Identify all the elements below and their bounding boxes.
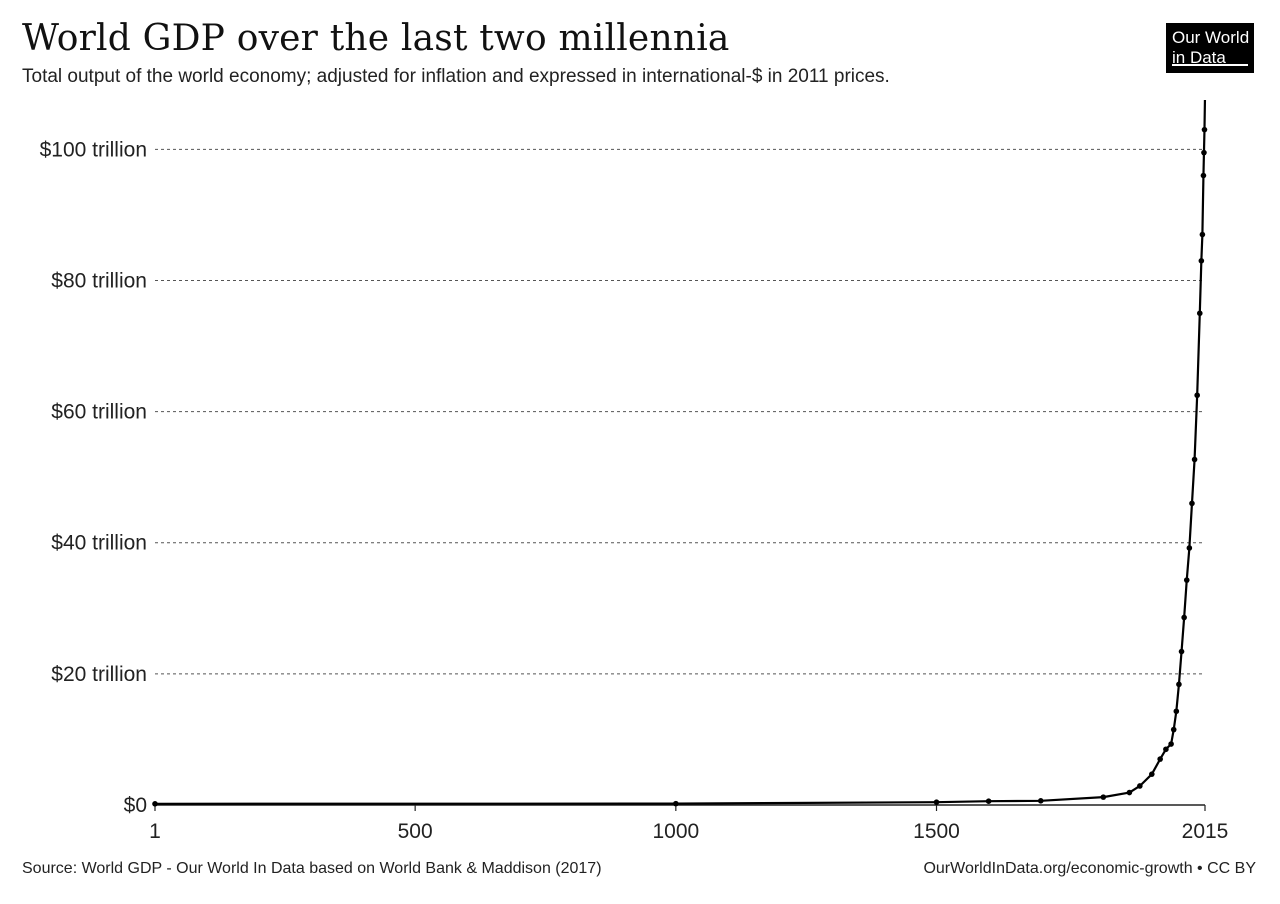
x-tick-label: 500 xyxy=(398,820,433,843)
data-point[interactable] xyxy=(1196,310,1203,317)
data-point[interactable] xyxy=(1137,783,1143,789)
world-gdp-line xyxy=(154,100,1207,805)
data-point[interactable] xyxy=(1100,794,1107,800)
owid-logo[interactable]: Our World in Data xyxy=(1166,23,1254,73)
data-point[interactable] xyxy=(933,799,940,805)
data-point[interactable] xyxy=(1194,392,1200,399)
chart-subtitle: Total output of the world economy; adjus… xyxy=(22,66,890,87)
source-note: Source: World GDP - Our World In Data ba… xyxy=(22,860,602,877)
data-point[interactable] xyxy=(1201,149,1207,156)
data-point[interactable] xyxy=(1198,258,1205,264)
logo-line-1: Our World xyxy=(1172,28,1250,47)
credit-link[interactable]: OurWorldInData.org/economic-growth • CC … xyxy=(923,860,1256,877)
x-tick-label: 1000 xyxy=(652,820,699,843)
data-points xyxy=(152,126,1208,807)
data-point[interactable] xyxy=(1201,126,1208,133)
y-tick-label: $20 trillion xyxy=(51,663,147,686)
data-point[interactable] xyxy=(1186,545,1193,551)
x-axis-ticks: 1 500 1000 1500 2015 xyxy=(149,805,1228,843)
data-point[interactable] xyxy=(1181,614,1187,621)
data-point[interactable] xyxy=(1173,708,1180,715)
chart-title: World GDP over the last two millennia xyxy=(22,18,730,59)
data-point[interactable] xyxy=(673,800,679,807)
y-tick-label: $40 trillion xyxy=(51,532,147,555)
data-point[interactable] xyxy=(152,801,158,807)
data-point[interactable] xyxy=(1189,500,1195,507)
y-tick-label: $60 trillion xyxy=(51,401,147,424)
y-gridlines xyxy=(155,148,1205,675)
x-tick-label: 1 xyxy=(149,820,161,843)
y-tick-label: $0 xyxy=(124,794,147,817)
data-point[interactable] xyxy=(1037,798,1044,804)
gdp-line-chart: $0 $20 trillion $40 trillion $60 trillion $8… xyxy=(40,100,1228,843)
data-point[interactable] xyxy=(1200,172,1207,179)
data-point[interactable] xyxy=(1168,741,1174,747)
data-point[interactable] xyxy=(1157,756,1163,762)
data-point[interactable] xyxy=(1176,681,1182,688)
data-point[interactable] xyxy=(1170,726,1177,733)
x-tick-label: 2015 xyxy=(1182,820,1229,843)
data-point[interactable] xyxy=(1163,746,1169,753)
data-point[interactable] xyxy=(1149,771,1155,777)
data-point[interactable] xyxy=(1126,789,1133,796)
logo-line-2: in Data xyxy=(1172,48,1226,67)
x-tick-label: 1500 xyxy=(913,820,960,843)
data-point[interactable] xyxy=(1191,456,1198,463)
data-point[interactable] xyxy=(1178,648,1185,655)
data-point[interactable] xyxy=(985,798,992,804)
data-point[interactable] xyxy=(1199,231,1206,238)
y-tick-label: $80 trillion xyxy=(51,269,147,292)
data-point[interactable] xyxy=(1183,577,1190,583)
y-tick-label: $100 trillion xyxy=(40,138,147,161)
logo-rule xyxy=(1172,64,1248,66)
y-axis-ticks: $0 $20 trillion $40 trillion $60 trillion $8… xyxy=(40,138,147,817)
